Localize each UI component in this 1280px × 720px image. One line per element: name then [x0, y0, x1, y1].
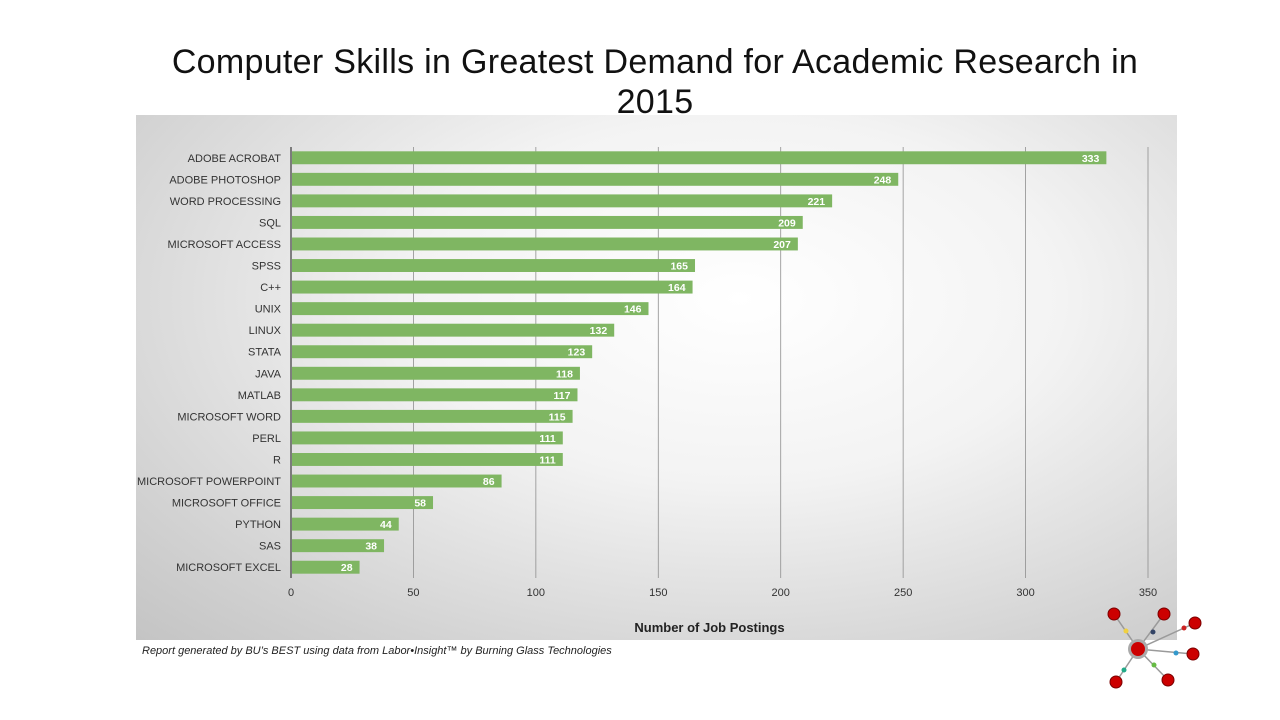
bar-chart: 333 248 221 209 207 165 164 146 132 123 118 117 115 1…	[137, 147, 1157, 635]
category-label: MATLAB	[238, 390, 281, 402]
data-label: 123	[568, 347, 586, 359]
x-tick-label: 100	[527, 587, 545, 599]
x-tick-label: 200	[772, 587, 790, 599]
category-label: SAS	[259, 541, 281, 553]
bar	[292, 453, 563, 466]
chart-title: Computer Skills in Greatest Demand for A…	[171, 43, 1139, 121]
data-label: 132	[590, 325, 608, 337]
x-tick-label: 0	[288, 587, 294, 599]
category-label: UNIX	[255, 304, 282, 316]
data-label: 117	[554, 390, 571, 402]
bar	[292, 259, 696, 272]
x-tick-label: 150	[649, 587, 667, 599]
bar	[292, 345, 593, 359]
bar	[292, 280, 693, 294]
bar	[292, 431, 563, 445]
category-label: MICROSOFT EXCEL	[176, 562, 281, 574]
data-label: 221	[808, 196, 826, 208]
bar	[292, 539, 385, 553]
category-label: C++	[260, 282, 281, 294]
bar	[292, 496, 434, 510]
category-label: SPSS	[252, 261, 281, 273]
gridlines	[290, 147, 1149, 578]
data-label: 58	[414, 498, 426, 510]
chart-area: 333 248 221 209 207 165 164 146 132 123 118 117 115 1…	[136, 115, 1177, 640]
bars: 333 248 221 209 207 165 164 146 132 123 118 117 115 1…	[292, 151, 1107, 574]
x-axis-title: Number of Job Postings	[634, 620, 784, 635]
bar	[292, 366, 580, 380]
bar	[292, 517, 399, 531]
data-label: 115	[549, 411, 566, 423]
data-label: 248	[874, 174, 892, 186]
category-label: MICROSOFT WORD	[177, 411, 281, 423]
category-label: ADOBE PHOTOSHOP	[169, 174, 281, 186]
data-label: 111	[539, 454, 556, 466]
bar	[292, 151, 1107, 165]
data-label: 28	[341, 562, 353, 574]
bar	[292, 323, 615, 337]
data-label: 111	[539, 433, 556, 445]
category-label: SQL	[259, 217, 281, 229]
category-label: MICROSOFT POWERPOINT	[137, 476, 281, 488]
category-label: LINUX	[249, 325, 282, 337]
category-label: WORD PROCESSING	[170, 196, 281, 208]
data-label: 333	[1082, 153, 1100, 165]
category-label: R	[273, 454, 281, 466]
data-label: 38	[365, 541, 377, 553]
bar	[292, 302, 649, 316]
category-label: ADOBE ACROBAT	[188, 153, 282, 165]
data-label: 164	[668, 282, 686, 294]
bar	[292, 409, 573, 423]
bar	[292, 560, 360, 574]
data-label: 209	[778, 217, 796, 229]
bar	[292, 388, 578, 402]
data-label: 165	[670, 261, 688, 273]
x-tick-label: 250	[894, 587, 912, 599]
bar	[292, 237, 798, 251]
source-footnote: Report generated by BU’s BEST using data…	[142, 645, 612, 657]
bar	[292, 172, 899, 186]
x-tick-label: 50	[407, 587, 419, 599]
data-label: 118	[556, 368, 573, 380]
category-label: PERL	[252, 433, 281, 445]
x-axis-ticks: 0 50 100 150 200 250 300 350	[288, 587, 1157, 599]
x-tick-label: 350	[1139, 587, 1157, 599]
category-label: MICROSOFT OFFICE	[172, 498, 281, 510]
bar	[292, 474, 502, 488]
data-label: 207	[773, 239, 791, 251]
data-label: 44	[380, 519, 392, 531]
category-label: STATA	[248, 347, 282, 359]
data-label: 146	[624, 304, 642, 316]
category-label: MICROSOFT ACCESS	[168, 239, 281, 251]
category-labels: ADOBE ACROBAT ADOBE PHOTOSHOP WORD PROCESS…	[137, 153, 282, 574]
network-logo-icon	[1107, 607, 1202, 689]
x-tick-label: 300	[1016, 587, 1034, 599]
data-label: 86	[483, 476, 495, 488]
bar	[292, 194, 833, 208]
bar	[292, 215, 803, 229]
category-label: PYTHON	[235, 519, 281, 531]
category-label: JAVA	[255, 368, 282, 380]
